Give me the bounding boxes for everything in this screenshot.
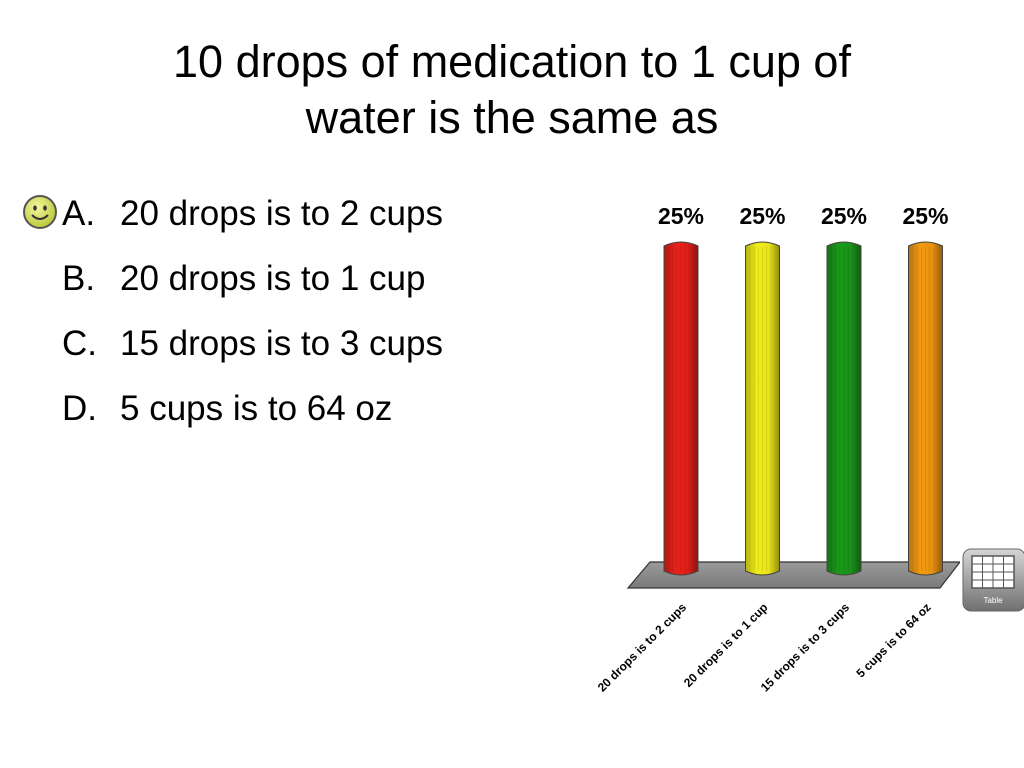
answer-c: C. 15 drops is to 3 cups xyxy=(62,320,562,385)
answer-letter: A. xyxy=(62,194,96,233)
slide-title-line-1: 10 drops of medication to 1 cup of xyxy=(173,36,851,87)
answer-text: 15 drops is to 3 cups xyxy=(120,324,443,363)
smiley-face-icon xyxy=(23,195,57,229)
category-tick-label: 20 drops is to 1 cup xyxy=(681,600,771,690)
bar-data-label: 25% xyxy=(658,203,704,229)
bar-data-label: 25% xyxy=(821,203,867,229)
answer-d: D. 5 cups is to 64 oz xyxy=(62,385,562,450)
answer-list: A. 20 drops is to 2 cups B. 20 drops is … xyxy=(62,190,562,450)
answer-letter: C. xyxy=(62,324,97,363)
answer-text: 20 drops is to 2 cups xyxy=(120,194,443,233)
answer-text: 5 cups is to 64 oz xyxy=(120,389,393,428)
category-tick-label: 20 drops is to 2 cups xyxy=(595,600,690,695)
table-button-label: Table xyxy=(983,596,1003,605)
answer-text: 20 drops is to 1 cup xyxy=(120,259,426,298)
answer-b: B. 20 drops is to 1 cup xyxy=(62,255,562,320)
category-tick-label: 5 cups is to 64 oz xyxy=(853,600,933,680)
answer-a: A. 20 drops is to 2 cups xyxy=(62,190,562,255)
answer-letter: B. xyxy=(62,259,96,298)
table-view-button[interactable]: Table xyxy=(962,548,1024,612)
bar-data-label: 25% xyxy=(902,203,948,229)
category-tick-label: 15 drops is to 3 cups xyxy=(758,600,853,695)
slide-title: 10 drops of medication to 1 cup of water… xyxy=(60,34,964,146)
slide-title-line-2: water is the same as xyxy=(305,92,719,143)
answer-letter: D. xyxy=(62,389,97,428)
chart-bar xyxy=(908,241,943,576)
chart-bar xyxy=(745,241,780,576)
bar-data-label: 25% xyxy=(739,203,785,229)
table-grid-icon: Table xyxy=(962,548,1024,612)
chart-bar xyxy=(826,241,862,576)
chart-bar xyxy=(663,241,699,576)
